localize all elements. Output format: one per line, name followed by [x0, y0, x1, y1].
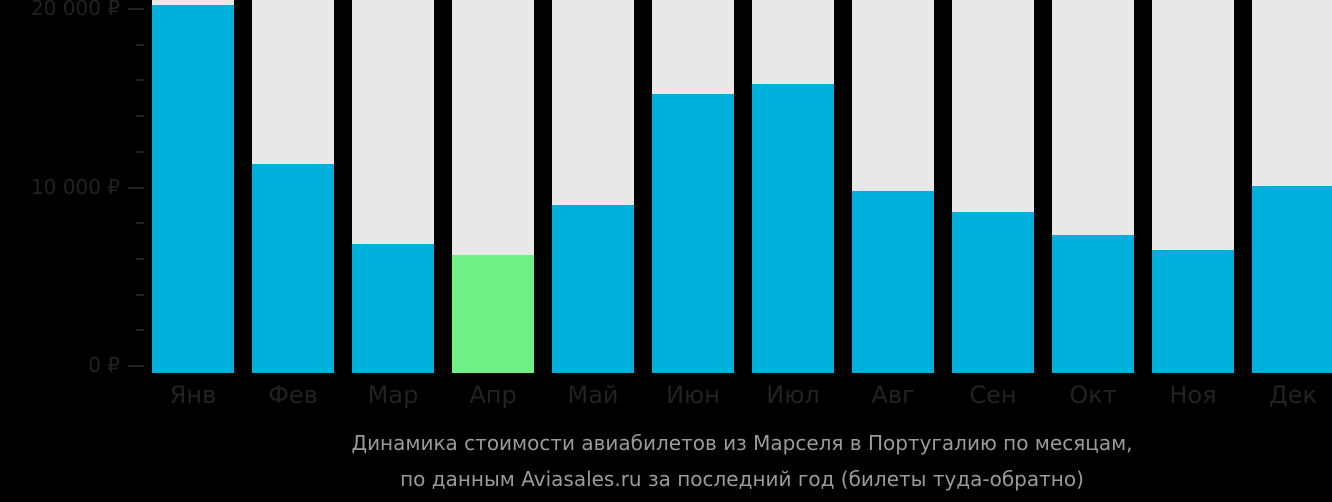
bar-Сен[interactable]: [952, 211, 1034, 373]
x-axis-label: Янв: [169, 381, 217, 409]
x-axis-label: Авг: [871, 381, 915, 409]
bar-Дек[interactable]: [1252, 186, 1332, 373]
bar-Окт[interactable]: [1052, 234, 1134, 373]
x-axis-label: Сен: [969, 381, 1017, 409]
y-axis-minor-tick: [136, 43, 144, 46]
x-axis-label: Мар: [367, 381, 419, 409]
y-axis-label: 10 000 ₽: [30, 174, 120, 199]
x-axis-label: Апр: [469, 381, 517, 409]
bar-Июл[interactable]: [752, 84, 834, 373]
bar-Мар[interactable]: [352, 243, 434, 373]
y-axis-minor-tick: [136, 150, 144, 153]
y-axis-minor-tick: [136, 222, 144, 225]
x-axis-label: Дек: [1268, 381, 1317, 409]
y-axis-minor-tick: [136, 293, 144, 296]
bar-Ноя[interactable]: [1152, 249, 1234, 373]
y-axis-label: 0 ₽: [88, 353, 120, 377]
x-axis-label: Окт: [1069, 381, 1117, 409]
y-axis-minor-tick: [136, 79, 144, 82]
x-axis-label: Июл: [766, 381, 820, 409]
x-axis-label: Июн: [666, 381, 720, 409]
y-axis-major-tick: [128, 186, 144, 189]
x-axis-label: Фев: [268, 381, 318, 409]
x-axis-label: Ноя: [1169, 381, 1217, 409]
chart-caption-line-1: Динамика стоимости авиабилетов из Марсел…: [351, 431, 1133, 455]
y-axis-major-tick: [128, 8, 144, 10]
bar-Апр[interactable]: [452, 254, 534, 373]
bar-Май[interactable]: [552, 204, 634, 373]
bar-Фев[interactable]: [252, 164, 334, 373]
bar-Июн[interactable]: [652, 94, 734, 373]
y-axis-minor-tick: [136, 329, 144, 332]
y-axis-major-tick: [128, 365, 144, 367]
chart-caption-line-2: по данным Aviasales.ru за последний год …: [400, 467, 1084, 491]
bar-Янв[interactable]: [152, 5, 234, 373]
x-axis-label: Май: [567, 381, 619, 409]
y-axis-minor-tick: [136, 115, 144, 118]
y-axis-label: 20 000 ₽: [30, 0, 120, 20]
bar-Авг[interactable]: [852, 191, 934, 373]
y-axis-minor-tick: [136, 257, 144, 260]
